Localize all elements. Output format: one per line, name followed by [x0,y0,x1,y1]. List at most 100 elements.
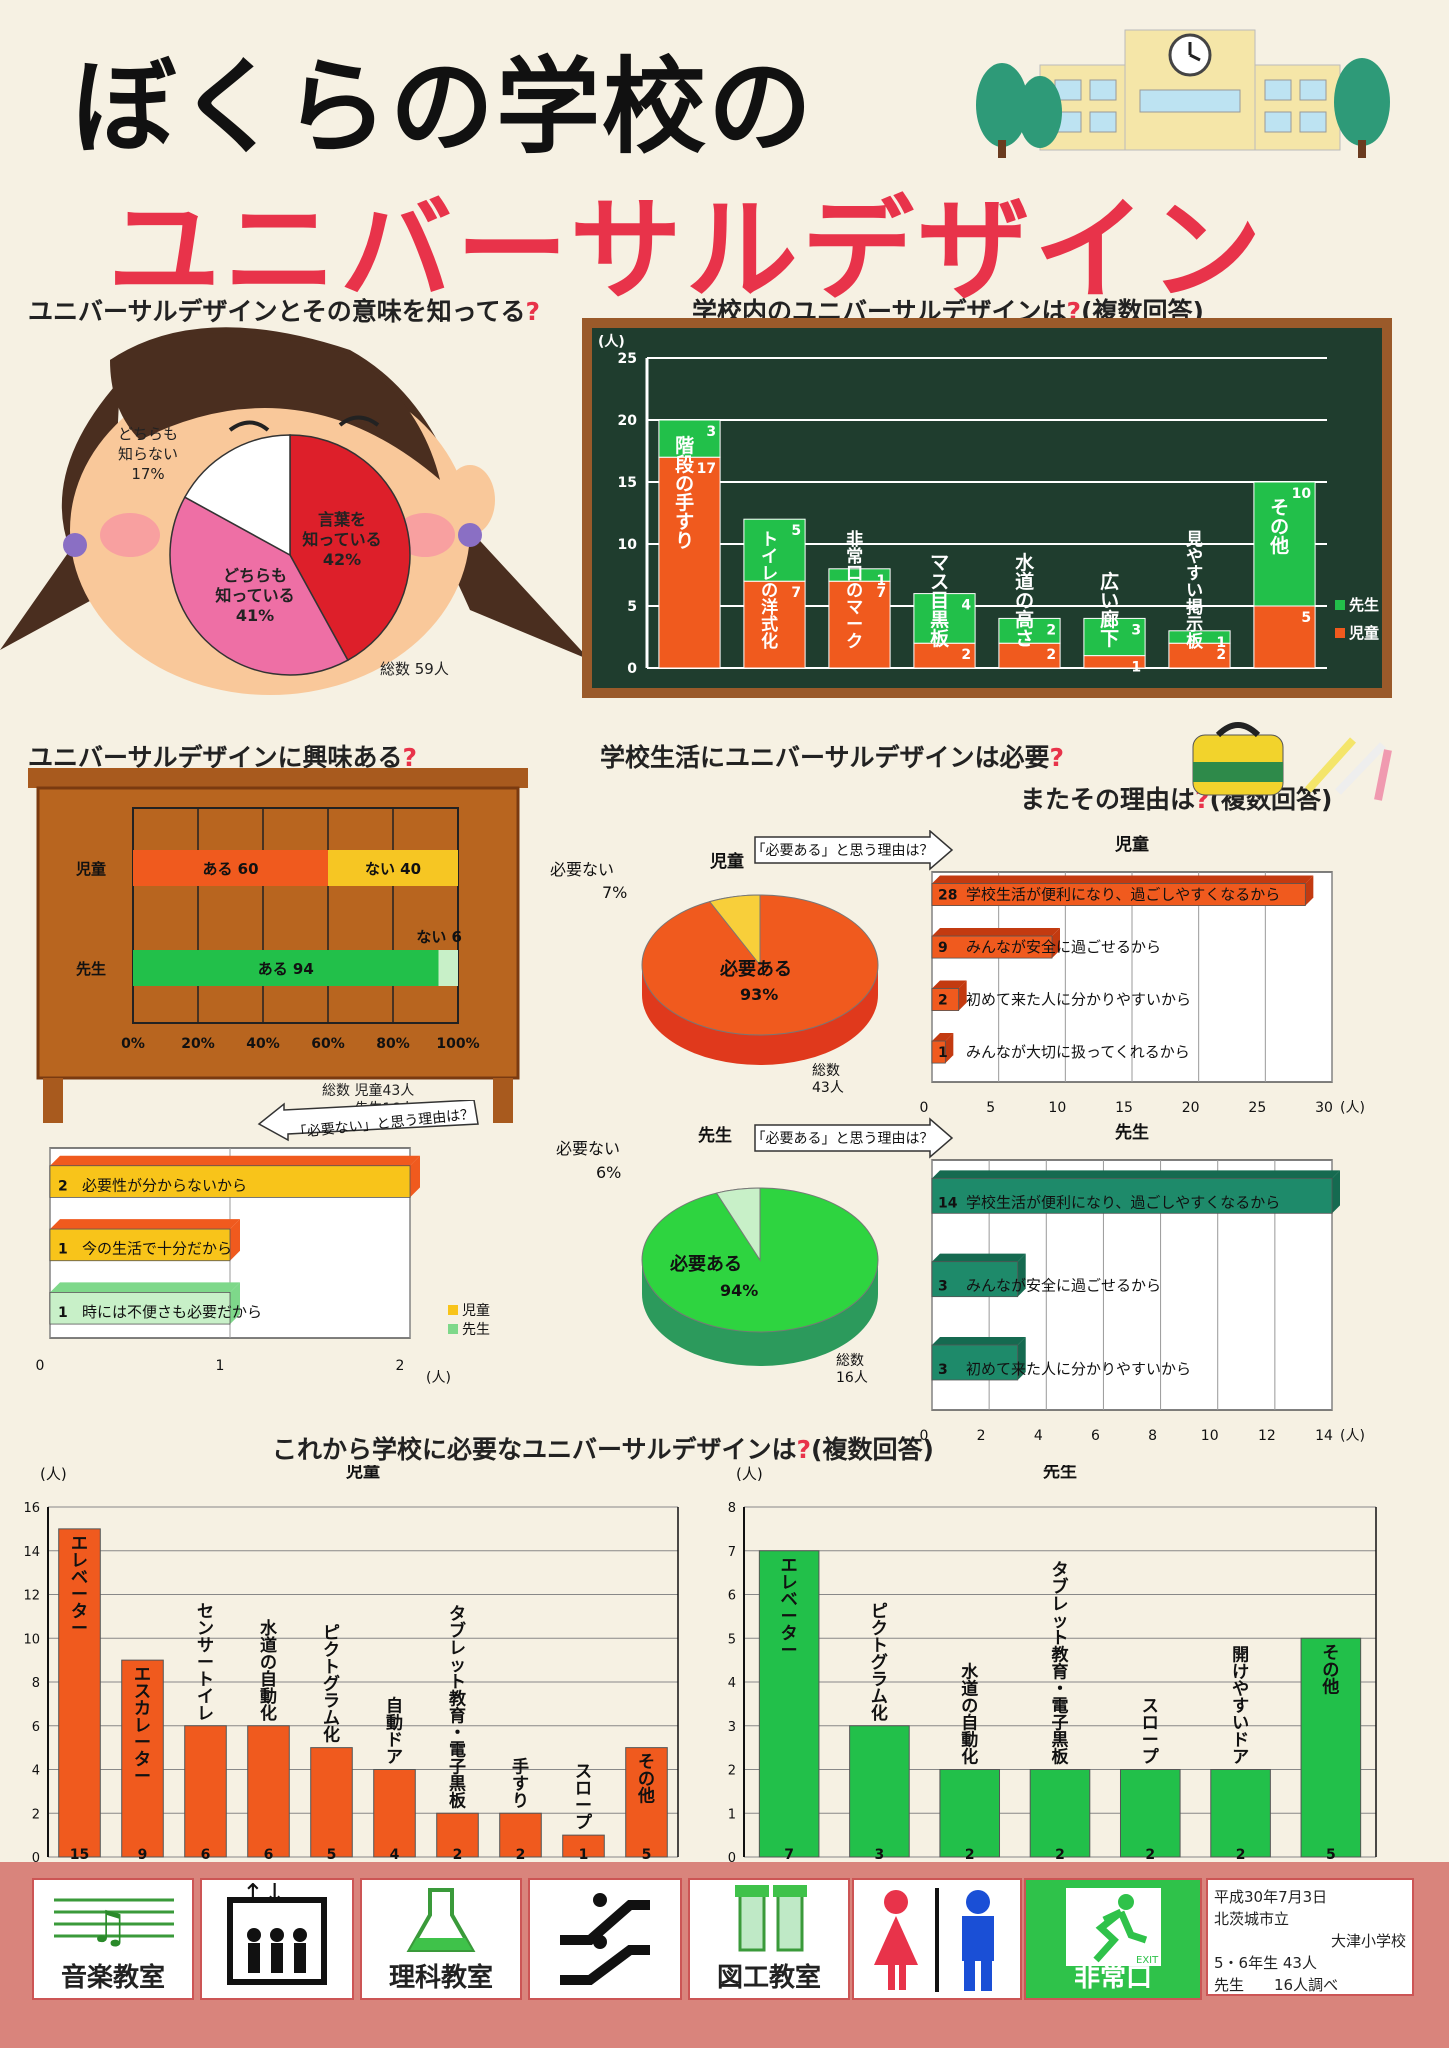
q3-bar-yes [133,950,439,986]
q4-jido-total2: 43人 [812,1080,844,1096]
q4-no-value: 1 [58,1242,68,1258]
q5-sensei-bar [1119,1769,1181,1858]
q2-label-sensei: 4 [961,598,971,614]
q5-sensei-ytick: 7 [728,1545,736,1560]
q4-no-bar-top [50,1219,240,1230]
q3-bar-yes [133,850,328,886]
q3-bar-no [438,950,458,986]
q5-sensei-category-label: その他 [1321,1643,1339,1697]
q2-bar-jido [828,580,891,669]
q5-jido-bar [247,1725,290,1858]
q4-sensei-xtick: 14 [1315,1428,1333,1444]
q4-sensei-xtick: 6 [1091,1428,1100,1444]
q5-jido-category-label: 水道の自動化 [260,1618,278,1724]
q3-xtick: 60% [311,1036,345,1052]
q4-no-bar-side [410,1155,420,1198]
q2-bar-sensei [658,419,721,458]
q4-jido-reason: 初めて来た人に分かりやすいから [966,991,1191,1009]
q1-slice-b-label: どちらも 知っている 41% [215,566,295,625]
q3-xtick: 0% [121,1036,145,1052]
q4-no-bar-top [50,1282,240,1293]
q4-sensei-reason: 学校生活が便利になり、過ごしやすくなるから [966,1193,1280,1211]
q5-jido-category-label: ピクトグラム化 [323,1624,340,1746]
q4-jido-xtick: 15 [1115,1100,1133,1116]
q4-no-unit: (人) [426,1370,451,1386]
q5-jido-category-label: センサートイレ [197,1602,214,1724]
q4-jido-xtick: 5 [986,1100,995,1116]
q4-jido-xtick: 25 [1248,1100,1266,1116]
jido-pie-no [708,894,761,967]
q4-jido-value: 1 [938,1045,948,1061]
q2-ytick: 20 [618,413,638,429]
q5-jido-ytick: 4 [32,1764,40,1779]
q5-sensei-ytick: 3 [728,1720,736,1735]
q3-cabinet-leg [43,1078,63,1123]
q5-jido-value-label: 15 [70,1847,89,1863]
q4-sensei-xtick: 8 [1148,1428,1157,1444]
q4-sensei-total2: 16人 [836,1370,868,1386]
flask-icon [406,1888,476,1952]
q5-jido-category-label: 手すり [512,1756,529,1811]
exit-text: EXIT [1136,1955,1159,1966]
q2-legend-sensei: 先生 [1349,596,1379,614]
restroom-sign [852,1878,1022,2000]
q5-sensei-ytick: 4 [728,1676,736,1691]
q1-total: 総数 59人 [380,660,449,678]
q5-jido-bar [58,1528,101,1858]
q1-pie-slice [169,496,349,676]
q5-jido-bar [499,1812,542,1858]
q4-sensei-yes-label: 必要ある [669,1253,742,1275]
q2-category-label: 広い廊下 [1100,570,1119,650]
q4-sensei-no-value: 6% [596,1163,621,1182]
q2-ytick: 0 [627,661,637,677]
q3-xtick: 40% [246,1036,280,1052]
q4-jido-reason: みんなが安全に過ごせるから [966,938,1161,956]
q5-jido-unit: (人) [40,1465,67,1483]
q5-sensei-bar [849,1725,910,1858]
q5-jido-title: 児童 [345,1465,380,1482]
emergency-exit-sign: EXIT 非常口 [1024,1878,1202,2000]
q4-jido-reason: みんなが大切に扱ってくれるから [966,1043,1190,1061]
q4-no-reason: 時には不便さも必要だから [82,1303,262,1321]
credit-date: 平成30年7月3日 [1214,1888,1328,1906]
q4-jido-bar [931,883,1306,906]
q2-label-sensei: 2 [1046,622,1056,638]
q1-pie-slices [169,434,411,676]
q5-sensei-bar [1029,1769,1091,1858]
q5-sensei-value-label: 2 [1055,1847,1065,1863]
q5-jido-value-label: 4 [390,1847,400,1863]
q5-jido-ytick: 14 [23,1545,40,1560]
q5-jido-ytick: 16 [23,1501,40,1516]
q4-jido-value: 28 [938,888,957,904]
q4-sensei-xtick: 0 [920,1428,929,1444]
q1-pie-slice [183,434,291,557]
music-room-label: 音楽教室 [60,1963,165,1993]
q4-jido-bar [931,988,960,1012]
q2-label-sensei: 5 [791,523,801,539]
q4-sensei-value: 3 [938,1279,948,1295]
q5-jido-ytick: 10 [23,1632,40,1647]
credit-school: 大津小学校 [1330,1932,1406,1950]
escalator-icon [560,1893,650,1985]
q3-plot-area [132,807,459,1024]
q3-cabinet-leg [493,1078,513,1123]
q5-sensei-unit: (人) [736,1465,763,1483]
q2-blackboard: (人) 0 5 10 15 20 25 17 3 階段の手すり 7 5 トイレの洋式化 7 1 非常口のマーク… [582,318,1392,698]
q4-jido-xtick: 20 [1182,1100,1200,1116]
q4-sensei-bar [931,1344,1019,1381]
q2-label-jido: 5 [1301,610,1311,626]
music-note-icon: ♫ [54,1898,174,1953]
q4-sensei-xtick: 12 [1258,1428,1276,1444]
q4-no-bar [49,1228,231,1262]
q5-sensei-category-label: スロープ [1142,1697,1160,1768]
q4-no-xtick: 0 [36,1358,45,1374]
q2-label-jido: 7 [876,585,886,601]
q2-category-label: 見やすい掲示板 [1185,530,1204,652]
q4-no-bar [49,1165,411,1198]
q4-jido-xtick: 30 [1315,1100,1333,1116]
q4-jido-reason: 学校生活が便利になり、過ごしやすくなるから [966,886,1280,904]
credit-students: 5・6年生 43人 [1214,1954,1317,1972]
q5-sensei-value-label: 5 [1326,1847,1336,1863]
emergency-exit-label: 非常口 [1073,1963,1152,1993]
q4-sensei-total: 総数 [836,1353,864,1369]
